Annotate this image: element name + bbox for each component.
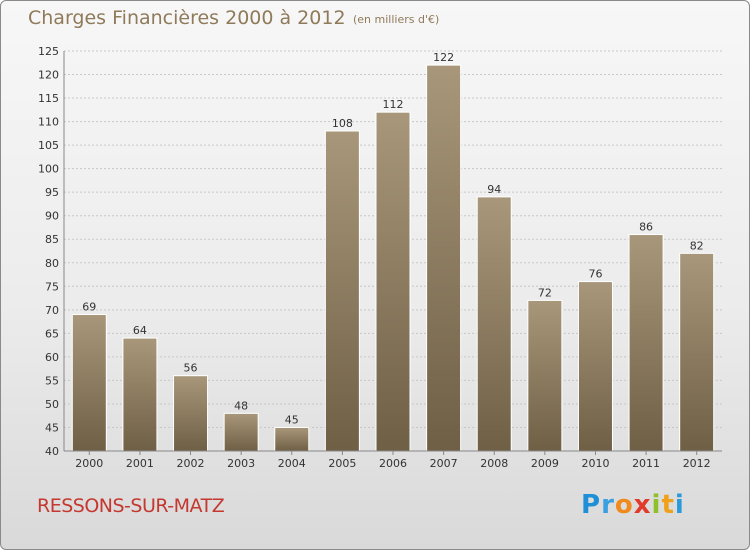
data-label: 112 [383,98,404,111]
logo-letter: t [661,490,675,520]
bar [71,314,107,452]
x-tick-label: 2006 [379,457,407,470]
proxiti-logo[interactable]: Proxiti [581,490,685,520]
bar [679,252,715,452]
data-label: 86 [639,221,653,234]
data-label: 94 [487,183,501,196]
data-label: 64 [133,324,147,337]
x-tick-label: 2009 [531,457,559,470]
y-tick-label: 115 [38,92,59,105]
x-tick-label: 2007 [430,457,458,470]
data-label: 56 [184,362,198,375]
y-tick-label: 50 [45,398,59,411]
x-tick-label: 2012 [683,457,711,470]
y-tick-label: 55 [45,374,59,387]
logo-letter: o [614,490,634,520]
data-label: 48 [234,399,248,412]
y-tick-label: 80 [45,257,59,270]
x-tick-label: 2005 [328,457,356,470]
x-tick-label: 2004 [278,457,306,470]
bar [476,196,512,452]
x-tick-label: 2003 [227,457,255,470]
y-tick-label: 45 [45,421,59,434]
bar [426,64,462,452]
chart-subtitle: (en milliers d'€) [353,13,440,26]
bar [122,337,158,452]
data-label: 72 [538,286,552,299]
bar [324,130,360,452]
data-label: 76 [588,268,602,281]
x-tick-label: 2011 [632,457,660,470]
x-tick-label: 2001 [126,457,154,470]
commune-name: RESSONS-SUR-MATZ [37,495,225,517]
y-tick-label: 40 [45,445,59,458]
data-label: 69 [82,301,96,314]
bar [628,234,664,452]
bar [577,281,613,452]
x-tick-label: 2000 [75,457,103,470]
y-tick-label: 85 [45,233,59,246]
y-tick-label: 70 [45,304,59,317]
y-tick-label: 75 [45,280,59,293]
x-tick-label: 2002 [177,457,205,470]
logo-letter: i [674,490,685,520]
y-tick-label: 95 [45,186,59,199]
logo-letter: x [633,490,652,520]
y-tick-label: 120 [38,69,59,82]
axes: 40 45 50 55 60 65 70 75 80 85 90 95 100 105 110 115 120 1… [38,45,722,470]
logo-letter: i [651,490,662,520]
bar [375,111,411,452]
logo-letter: P [581,490,602,520]
x-tick-label: 2008 [480,457,508,470]
y-tick-label: 110 [38,116,59,129]
bar [274,426,310,452]
data-label: 122 [433,51,454,64]
logo-letter: r [601,490,615,520]
bar [223,412,259,452]
y-tick-label: 90 [45,210,59,223]
data-label: 108 [332,117,353,130]
y-tick-label: 60 [45,351,59,364]
y-tick-label: 65 [45,327,59,340]
bar [527,299,563,452]
x-tick-label: 2010 [581,457,609,470]
y-tick-label: 100 [38,163,59,176]
bars: 69 64 56 48 45 108 112 122 94 72 76 86 82 [71,51,715,452]
data-label: 82 [690,239,704,252]
y-tick-label: 105 [38,139,59,152]
y-tick-label: 125 [38,45,59,58]
chart-title: Charges Financières 2000 à 2012 [28,7,346,29]
bar [173,375,209,452]
data-label: 45 [285,413,299,426]
